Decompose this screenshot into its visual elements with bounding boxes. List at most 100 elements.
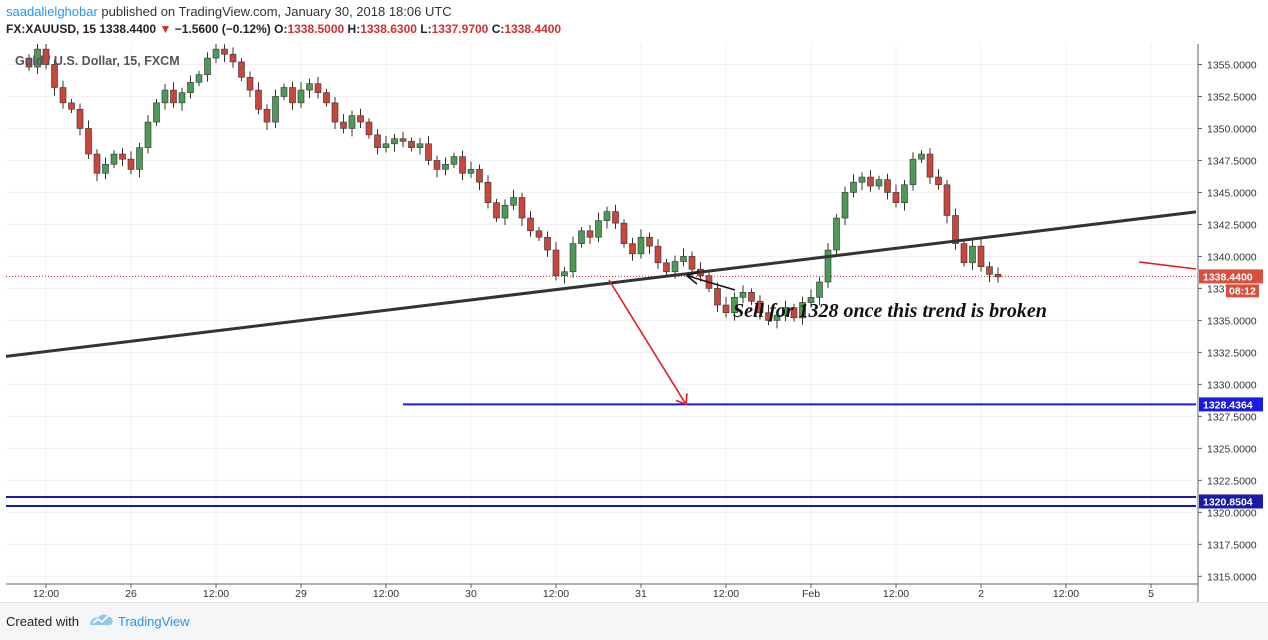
sell-arrow-line (608, 279, 687, 405)
candle-body-up (348, 115, 356, 129)
candle (119, 148, 126, 167)
candle (824, 243, 832, 288)
candle (212, 44, 220, 63)
target-price-label-bg (1199, 397, 1263, 412)
candle (425, 135, 432, 166)
candle (51, 59, 58, 96)
candle-body-down (629, 243, 636, 255)
down-arrow-icon: ▼ (159, 22, 172, 36)
candle-body-down (756, 300, 764, 314)
candle (314, 76, 322, 99)
author-link[interactable]: saadalielghobar (6, 4, 98, 19)
price-chart[interactable]: 1315.0000 1317.5000 1320.0000 1322.5000 1325… (0, 0, 1268, 602)
candle (663, 258, 670, 276)
candle (841, 186, 849, 225)
candle (110, 150, 118, 169)
candle (646, 232, 653, 255)
candle-body-down (994, 274, 1002, 278)
candle-body-up (739, 291, 747, 298)
price-tick-label: 1352.5000 (1207, 91, 1257, 103)
candle (280, 83, 288, 101)
candle (153, 99, 160, 126)
candle (960, 239, 968, 267)
candle (527, 211, 534, 237)
candle (331, 96, 339, 129)
candle-body-down (935, 176, 942, 186)
footer-bar: Created with TradingView (0, 602, 1268, 640)
price-tick-label: 1332.5000 (1207, 347, 1257, 359)
candle (178, 87, 186, 111)
pointer-arrow-head (685, 270, 700, 285)
high-value: 1338.6300 (360, 22, 417, 36)
candle-body-down (85, 128, 92, 155)
candle-body-down (127, 158, 135, 170)
candle (85, 120, 92, 159)
candle (586, 224, 594, 245)
candle-body-down (408, 140, 415, 148)
candle (867, 170, 874, 192)
candle (195, 70, 203, 87)
candle (569, 236, 577, 278)
candle (263, 104, 271, 130)
tradingview-brand-link[interactable]: TradingView (118, 614, 190, 629)
last-price: 1338.4400 (99, 22, 157, 36)
candle (620, 219, 628, 248)
time-tick-label: 12:00 (1053, 588, 1079, 600)
candle-body-down (748, 291, 755, 302)
trend-line (6, 210, 1196, 358)
candle (518, 192, 526, 226)
price-tick-label: 1355.0000 (1207, 59, 1257, 71)
candle-body-down (93, 153, 101, 174)
candle-body-down (986, 266, 993, 275)
candle (59, 80, 67, 109)
candle-body-up (578, 230, 585, 244)
candle (544, 231, 551, 257)
price-tick-label: 1322.5000 (1207, 475, 1257, 487)
candle-body-down (884, 179, 891, 193)
candle-body-down (663, 262, 670, 273)
candle-body-up (858, 176, 866, 183)
candle-body-up (153, 102, 160, 123)
candle (25, 54, 33, 71)
candle-body-up (816, 281, 823, 298)
candle-body-up (442, 163, 449, 170)
plot-area (6, 44, 1196, 507)
chart-header: saadalielghobar published on TradingView… (0, 0, 1268, 44)
support-price-label: 1320.8504 (1203, 496, 1253, 508)
candle-body-down (374, 134, 381, 148)
candle-body-down (331, 102, 339, 123)
countdown-bg (1226, 284, 1259, 298)
candle (306, 78, 313, 98)
candle-body-up (833, 217, 840, 251)
candle-body-down (765, 312, 772, 321)
candle-body-up (569, 243, 577, 273)
candle (765, 304, 772, 326)
candle-body-up (909, 158, 917, 186)
candle-body-down (612, 211, 619, 224)
candle-body-down (552, 249, 560, 276)
target-price-label: 1328.4364 (1203, 399, 1253, 411)
candle-body-down (952, 215, 959, 244)
candle (170, 82, 177, 108)
candle-body-up (136, 147, 143, 170)
candle-body-down (238, 61, 245, 78)
candle-body-down (892, 192, 900, 203)
candle-body-down (263, 108, 271, 123)
open-label: O: (274, 22, 288, 36)
candle-body-down (76, 108, 84, 129)
candle (501, 199, 509, 225)
candle-body-down (340, 121, 347, 129)
candle (238, 58, 245, 82)
price-tick-label: 1342.5000 (1207, 219, 1257, 231)
candle-body-up (731, 297, 738, 314)
candle (595, 212, 602, 243)
time-tick-label: 31 (635, 588, 647, 600)
time-tick-label: 30 (465, 588, 477, 600)
candle (654, 239, 662, 269)
candle (756, 295, 764, 320)
candle (799, 296, 806, 325)
candle (731, 292, 738, 321)
candle-body-down (518, 197, 526, 219)
candle (629, 237, 636, 261)
price-tick-label: 1335.0000 (1207, 315, 1257, 327)
